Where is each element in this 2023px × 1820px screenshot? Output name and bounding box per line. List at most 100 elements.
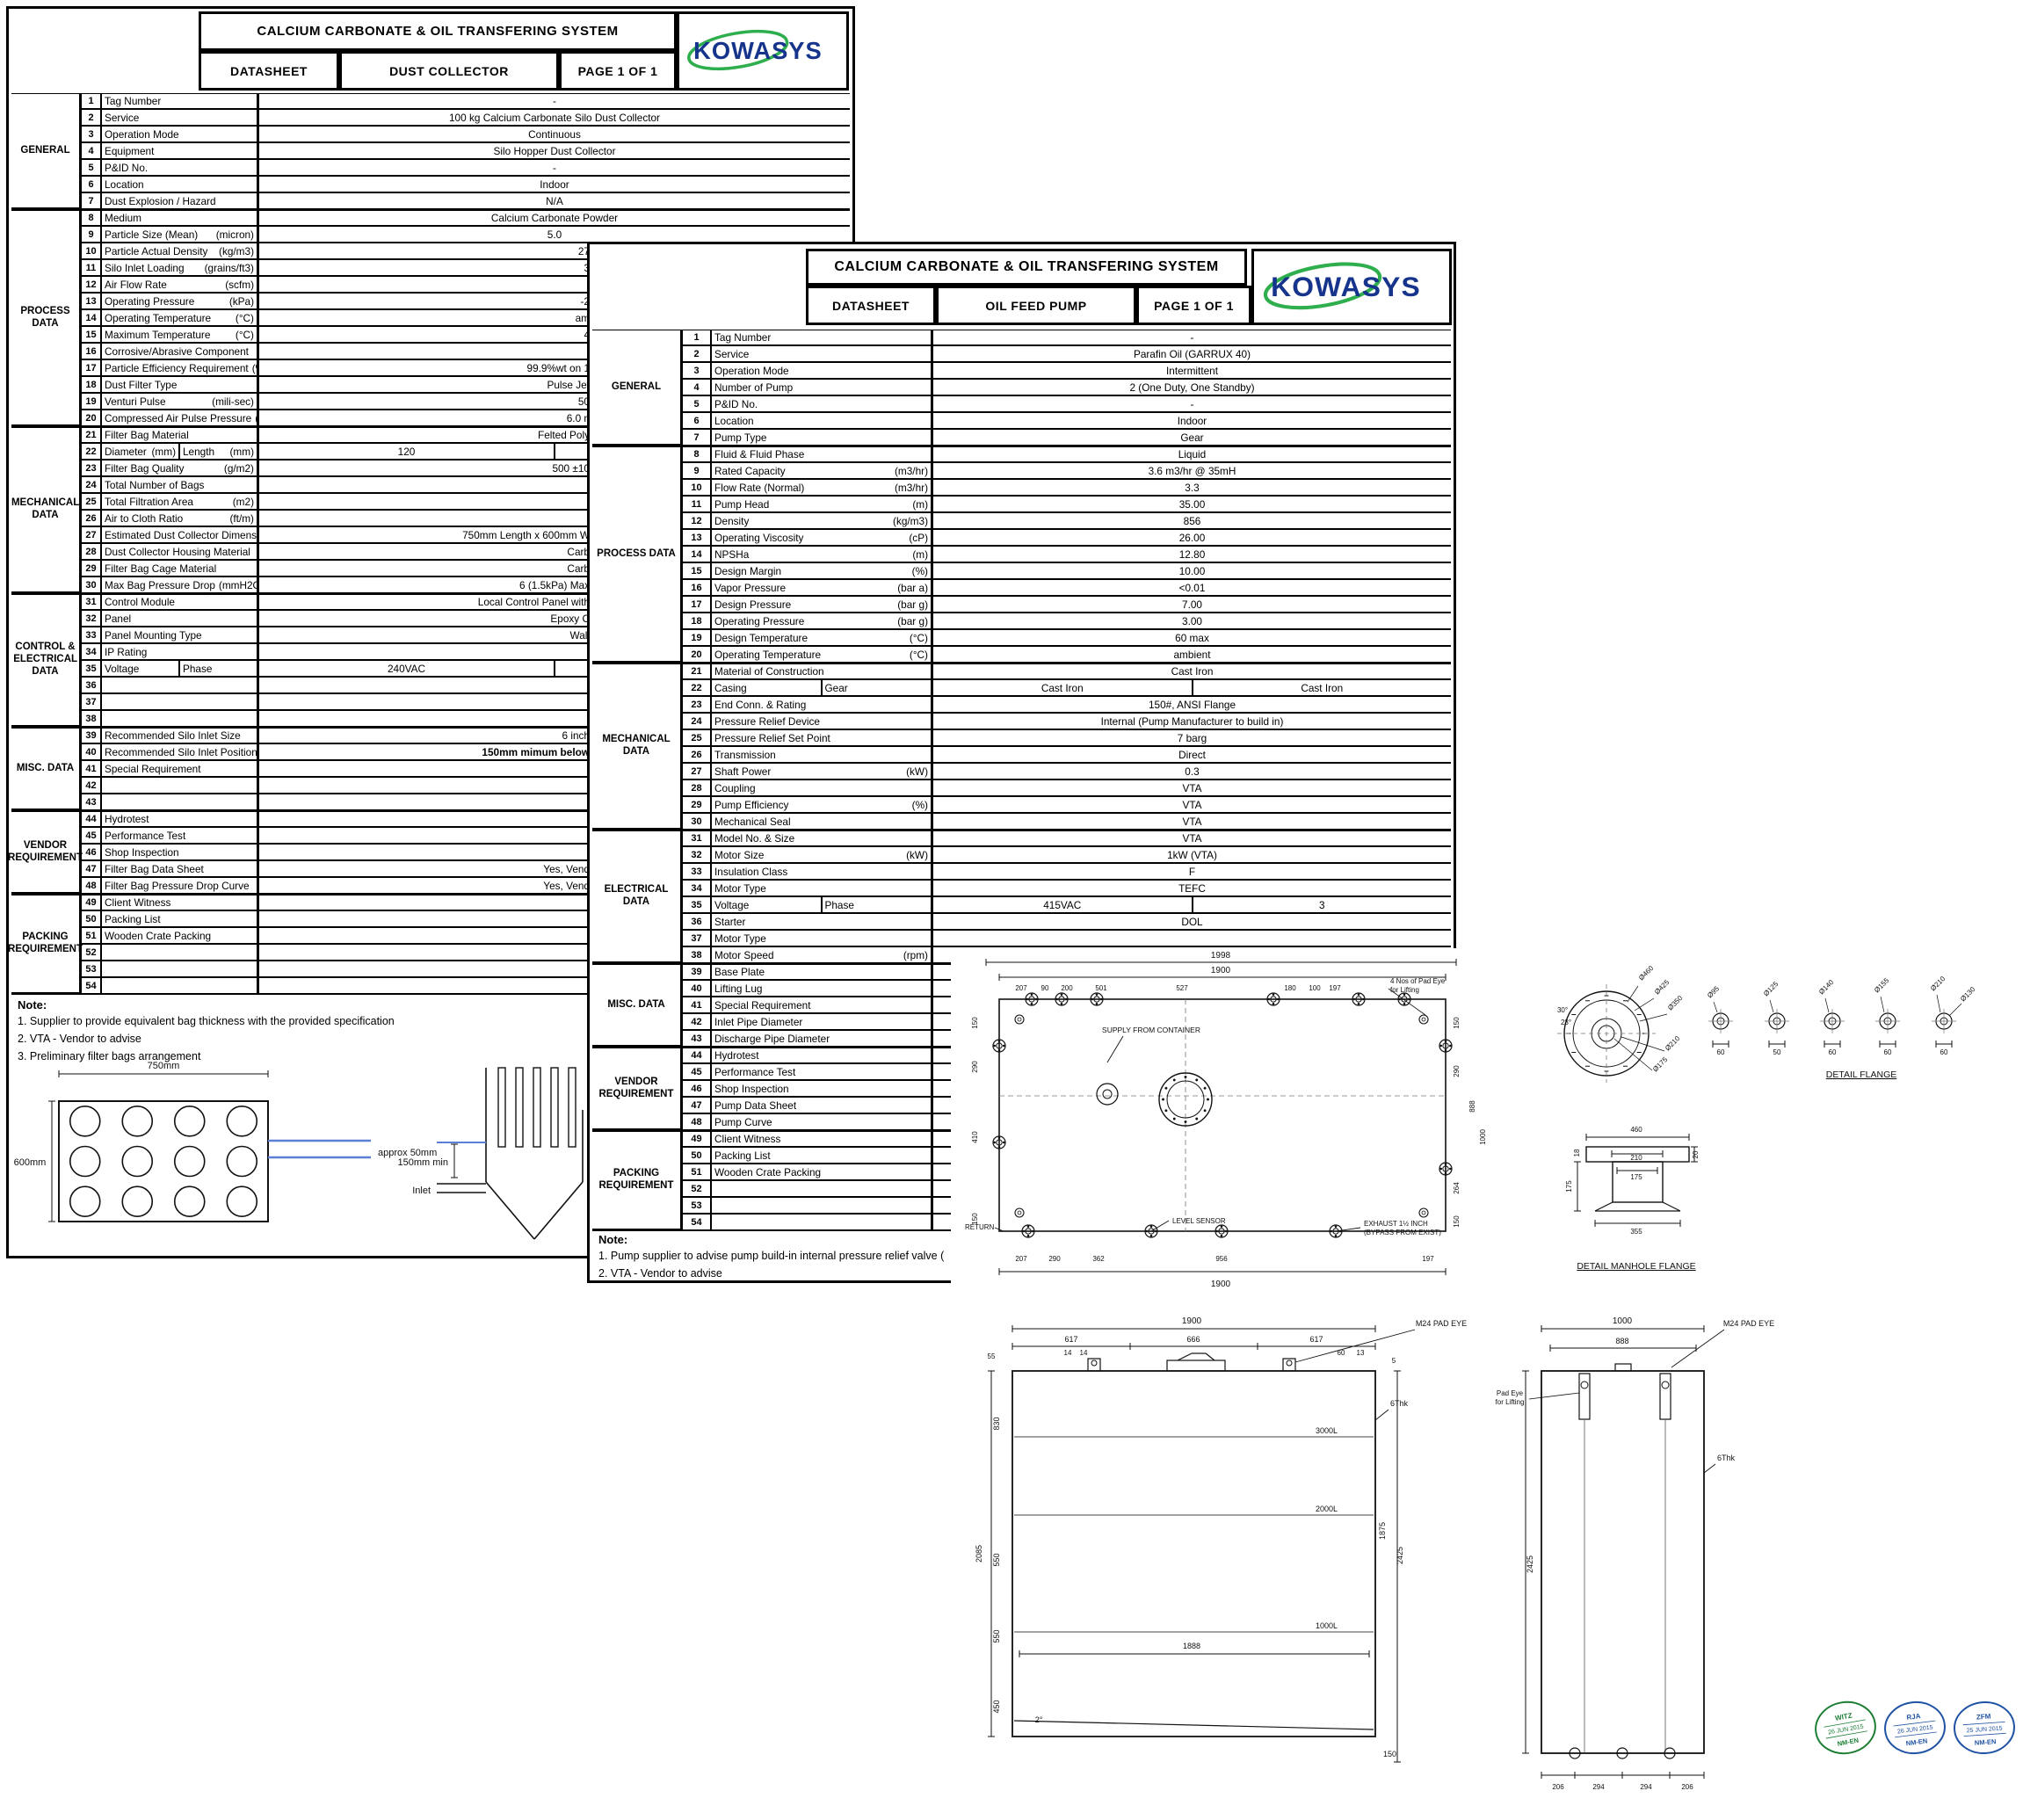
row-label-text: Silo Inlet Loading (grains/ft3) — [102, 260, 257, 275]
row-value: VTA — [933, 797, 1451, 812]
row-value-text: 35.00 — [1178, 497, 1206, 511]
row-number: 48 — [683, 1114, 712, 1129]
row-label-text: Estimated Dust Collector Dimension — [102, 527, 257, 542]
unit-text: (mm) — [229, 445, 254, 458]
label-text: Coupling — [714, 781, 756, 794]
row-number: 26 — [82, 511, 102, 526]
row-value: - — [259, 160, 850, 175]
section-label: GENERAL — [592, 330, 683, 446]
datasheet-row: 19 Venturi Pulse (mili-sec) 50 — [82, 394, 850, 410]
datasheet-row: 6 Location Indoor — [683, 413, 1451, 430]
row-label-text: Gear — [820, 680, 932, 695]
row-label: Compressed Air Pulse Pressure(barg) — [102, 410, 259, 425]
datasheet-row: 27 Shaft Power (kW) 0.3 — [683, 764, 1451, 780]
row-value: VTA — [933, 780, 1451, 795]
row-label-text: Tag Number — [712, 330, 931, 344]
row-number: 54 — [683, 1215, 712, 1229]
row-label: Particle Size (Mean) (micron) — [102, 227, 259, 242]
row-number: 35 — [82, 661, 102, 676]
row-label: Mechanical Seal — [712, 814, 933, 829]
datasheet-row: 33 Panel Mounting Type Wall — [82, 627, 850, 644]
kowasys-logo-svg: KOWASYS — [1263, 262, 1420, 310]
datasheet-row: 28 Dust Collector Housing Material Carb — [82, 544, 850, 561]
row-label-text: Diameter (mm) — [102, 444, 178, 459]
row-number: 12 — [683, 513, 712, 528]
label-text: Panel — [105, 612, 132, 625]
svg-text:100: 100 — [1309, 984, 1321, 992]
row-label: Recommended Silo Inlet Size — [102, 729, 259, 743]
row-label: Filter Bag Data Sheet — [102, 861, 259, 876]
row-value-text: Epoxy C — [550, 612, 590, 625]
row-label: Discharge Pipe Diameter — [712, 1031, 933, 1046]
row-number: 15 — [683, 563, 712, 578]
row-value: 415VAC 3 — [933, 897, 1451, 912]
label-text: Performance Test — [105, 829, 186, 842]
row-label: Service — [712, 346, 933, 361]
row-number: 46 — [683, 1081, 712, 1096]
datasheet-row: 42 — [82, 778, 850, 794]
row-value-text: 50 — [577, 395, 590, 408]
row-number: 36 — [82, 678, 102, 692]
svg-text:60: 60 — [1829, 1048, 1837, 1056]
datasheet-row: 15 Design Margin (%) 10.00 — [683, 563, 1451, 580]
row-value-text: VTA — [1182, 832, 1202, 845]
unit-text: (ft/m) — [229, 511, 254, 525]
row-label: Shaft Power (kW) — [712, 764, 933, 779]
row-value-text: Wall — [569, 628, 591, 642]
unit-text: (rpm) — [903, 948, 928, 961]
svg-text:600mm: 600mm — [14, 1157, 47, 1168]
row-label-text: Starter — [712, 914, 931, 929]
row-label-text — [102, 794, 257, 809]
row-label-text: Particle Size (Mean) (micron) — [102, 227, 257, 242]
row-value: Parafin Oil (GARRUX 40) — [933, 346, 1451, 361]
row-number: 39 — [82, 729, 102, 743]
svg-text:1000: 1000 — [1479, 1129, 1487, 1145]
note-line: 1. Supplier to provide equivalent bag th… — [18, 1015, 395, 1027]
row-value: am — [259, 310, 850, 325]
svg-text:5: 5 — [1392, 1357, 1396, 1365]
row-number: 14 — [82, 310, 102, 325]
row-number: 19 — [683, 630, 712, 645]
row-label-text: Insulation Class — [712, 864, 931, 879]
datasheet-row: 25 Total Filtration Area (m2) — [82, 494, 850, 511]
row-value-text: 500 ±10 — [552, 461, 590, 475]
row-value-text: Gear — [1180, 431, 1204, 444]
label-text: NPSHa — [714, 547, 750, 561]
row-number: 25 — [683, 730, 712, 745]
datasheet-row: 9 Particle Size (Mean) (micron) 5.0 — [82, 227, 850, 243]
label-text: Hydrotest — [105, 813, 149, 825]
row-label-text: Panel — [102, 611, 257, 626]
row-label: Operating Viscosity (cP) — [712, 530, 933, 545]
label-text: Corrosive/Abrasive Component — [105, 344, 249, 358]
row-label-text: Voltage — [712, 897, 821, 912]
row-value: 150#, ANSI Flange — [933, 697, 1451, 712]
row-number: 21 — [82, 428, 102, 442]
row-value: 500 ±10 — [259, 460, 850, 475]
row-label-text: Coupling — [712, 780, 931, 795]
datasheet-row: 9 Rated Capacity (m3/hr) 3.6 m3/hr @ 35mH — [683, 463, 1451, 480]
svg-text:LEVEL SENSOR: LEVEL SENSOR — [1172, 1217, 1226, 1225]
datasheet-row: 50 Packing List — [82, 911, 850, 928]
row-value-left: 240VAC — [387, 662, 426, 675]
row-value-text: Continuous — [528, 127, 581, 141]
section-label: MECHANICAL DATA — [592, 663, 683, 830]
row-number: 44 — [683, 1048, 712, 1062]
label-text: Silo Inlet Loading — [105, 261, 185, 274]
row-value-text: Local Control Panel with — [477, 596, 590, 608]
row-label: Number of Pump — [712, 380, 933, 395]
row-label-text: Maximum Temperature (°C) — [102, 327, 257, 342]
row-number: 45 — [683, 1064, 712, 1079]
row-label-text: Tag Number — [102, 94, 257, 108]
row-value: 2 (One Duty, One Standby) — [933, 380, 1451, 395]
row-value: 120 — [259, 444, 850, 459]
svg-text:60: 60 — [1884, 1048, 1892, 1056]
label-text: Special Requirement — [714, 998, 811, 1012]
label-text: Filter Bag Material — [105, 429, 189, 441]
row-label: Design Pressure (bar g) — [712, 597, 933, 612]
label-text: Phase — [824, 898, 854, 911]
row-number: 40 — [82, 744, 102, 759]
row-label: Filter Bag Pressure Drop Curve — [102, 878, 259, 893]
row-number: 13 — [82, 294, 102, 308]
